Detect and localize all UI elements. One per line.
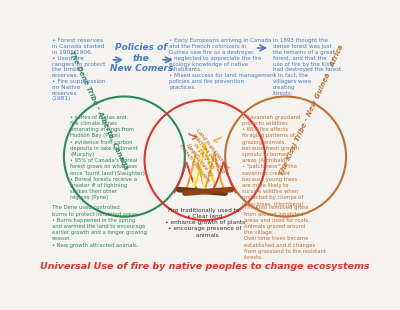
Text: Universal Use of fire by native peoples to change ecosystems: Universal Use of fire by native peoples …: [40, 262, 370, 271]
Text: Land management
practices outlawed
in 1970's in
New Guinea by
French colonizers: Land management practices outlawed in 19…: [177, 128, 230, 185]
Polygon shape: [204, 153, 225, 193]
Text: Policies of
the
New Comers: Policies of the New Comers: [110, 43, 173, 73]
Text: In 1893 thought the
dense forest was just
the remains of a great
forest, and tha: In 1893 thought the dense forest was jus…: [273, 38, 343, 95]
Text: Fire traditionally used to:
• Clear land
• enhance growth of plants
• encourage : Fire traditionally used to: • Clear land…: [165, 208, 245, 238]
Text: • Savannah grassland
prone to wildfires
• Wild fire affects
foraging patterns of: • Savannah grassland prone to wildfires …: [242, 115, 304, 206]
Polygon shape: [174, 162, 199, 193]
Polygon shape: [211, 162, 236, 193]
Text: • Forest reserves
in Canada started
in 1905/1906.
• Used fire
rangers to protect: • Forest reserves in Canada started in 1…: [52, 38, 105, 101]
Text: The Dene used controlled
burns to protect inhabited areas
• Burns happened in th: The Dene used controlled burns to protec…: [52, 206, 146, 248]
Text: The Dene Tribe - Alberta, Canada: The Dene Tribe - Alberta, Canada: [68, 49, 128, 170]
Text: The Kissi removed grass
from around inhabited
areas and used for roofs.
Animals : The Kissi removed grass from around inha…: [244, 206, 326, 260]
Polygon shape: [193, 143, 218, 193]
Polygon shape: [185, 153, 206, 193]
Text: • series of biotas and
fire climate zones
emanating in rings from
Hudson Bay (Py: • series of biotas and fire climate zone…: [70, 115, 145, 200]
Text: The Kissi Tribe - New Guinea - Africa: The Kissi Tribe - New Guinea - Africa: [279, 44, 345, 176]
Polygon shape: [193, 136, 205, 193]
Text: • Early Europeans arriving in Canada
and the French colonizers in
Guinea saw fir: • Early Europeans arriving in Canada and…: [169, 38, 276, 90]
